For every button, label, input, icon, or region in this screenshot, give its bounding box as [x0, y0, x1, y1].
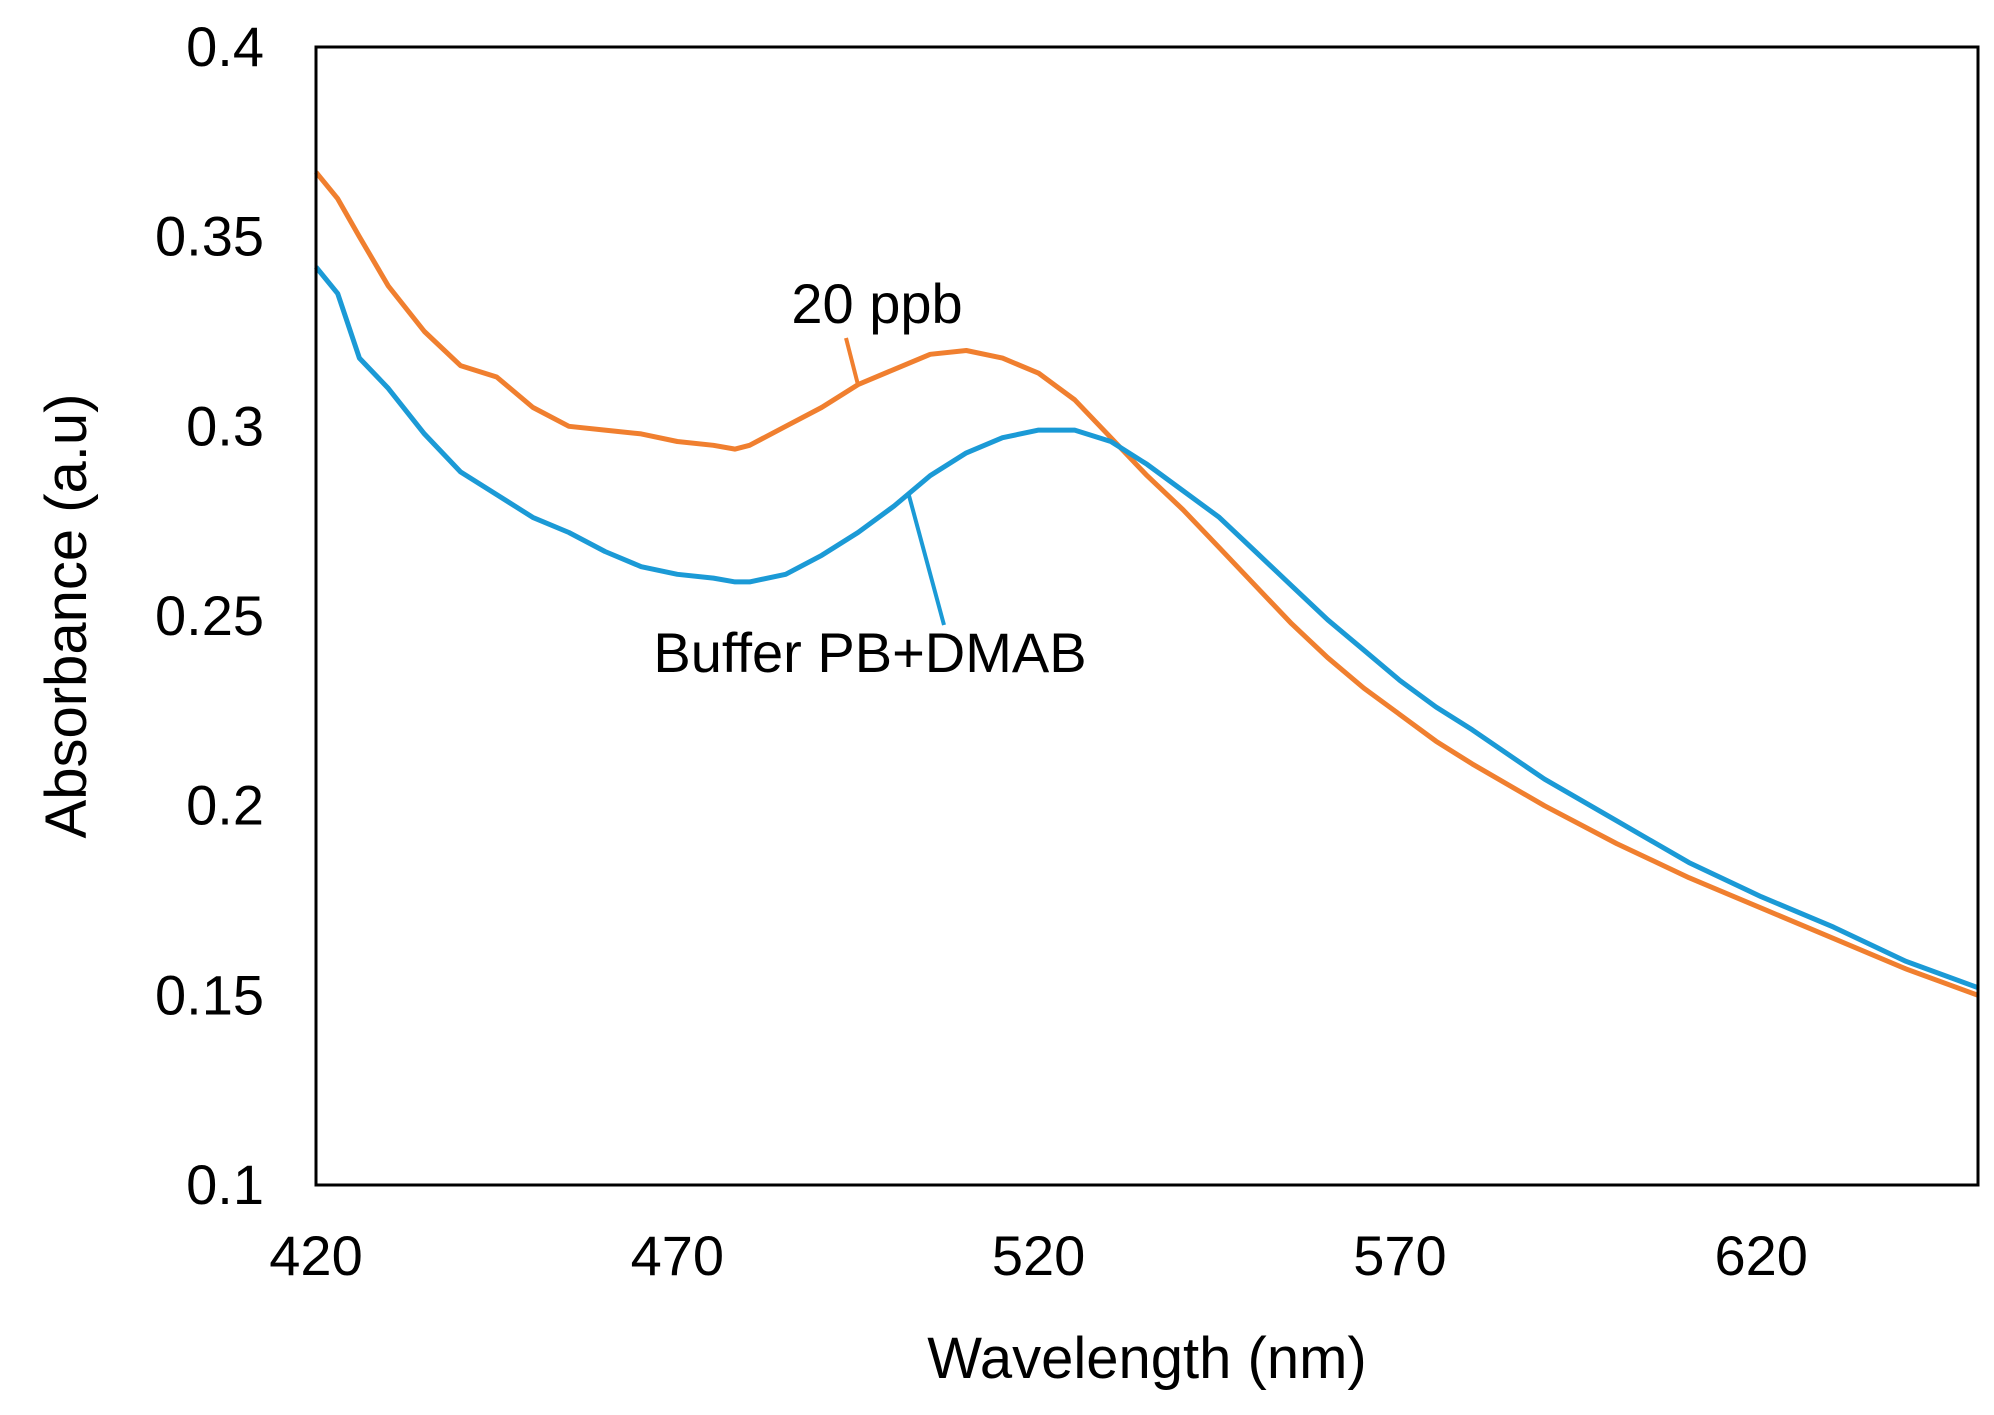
- series-line-buffer-pb-dmab: [314, 265, 1979, 991]
- x-axis-title: Wavelength (nm): [927, 1326, 1366, 1391]
- x-tick-label: 520: [992, 1224, 1085, 1287]
- annotation-leader-line: [906, 493, 946, 626]
- y-tick-label: 0.35: [155, 205, 264, 268]
- y-tick-label: 0.3: [186, 394, 264, 457]
- plot-series-group: [314, 170, 1979, 998]
- x-axis-tick-labels: 420 470 520 570 620: [269, 1224, 1808, 1287]
- y-tick-label: 0.4: [186, 15, 264, 78]
- y-axis-tick-labels: 0.1 0.15 0.2 0.25 0.3 0.35 0.4: [155, 15, 264, 1216]
- y-tick-label: 0.15: [155, 963, 264, 1026]
- series-line-20-ppb: [314, 170, 1979, 998]
- y-tick-label: 0.25: [155, 584, 264, 647]
- y-tick-label: 0.2: [186, 774, 264, 837]
- y-tick-label: 0.1: [186, 1153, 264, 1216]
- plot-area-frame: [314, 45, 1980, 1187]
- series-annotations: 20 ppb Buffer PB+DMAB: [653, 272, 1086, 684]
- annotation-label: 20 ppb: [791, 272, 962, 335]
- x-tick-label: 570: [1353, 1224, 1446, 1287]
- x-tick-label: 420: [269, 1224, 362, 1287]
- x-tick-label: 470: [631, 1224, 724, 1287]
- annotation-label: Buffer PB+DMAB: [653, 621, 1086, 684]
- x-tick-label: 620: [1714, 1224, 1807, 1287]
- annotation-leader-line: [844, 337, 860, 386]
- y-axis-title: Absorbance (a.u): [34, 394, 99, 839]
